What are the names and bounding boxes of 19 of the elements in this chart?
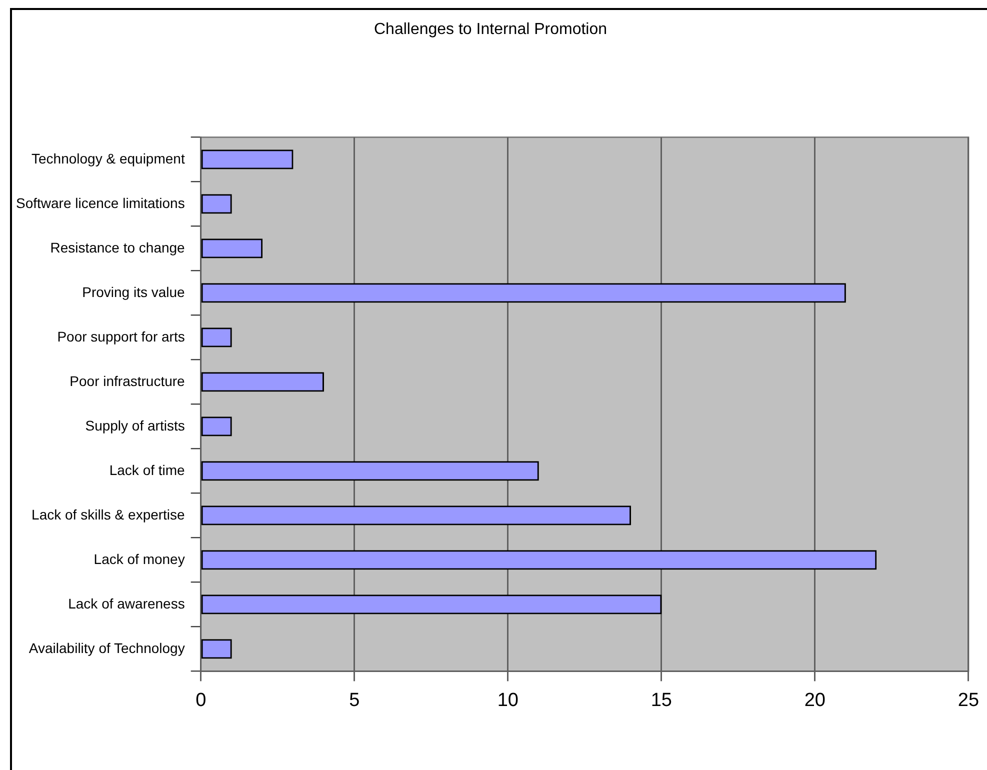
y-tick-label: Poor support for arts (57, 328, 185, 344)
x-tick-label: 25 (958, 690, 980, 711)
y-tick-label: Proving its value (82, 284, 186, 300)
y-tick-label: Lack of time (109, 462, 186, 478)
chart-title: Challenges to Internal Promotion (374, 21, 608, 38)
x-tick-label: 20 (804, 690, 826, 711)
y-tick-label: Technology & equipment (32, 150, 185, 166)
y-tick-label: Lack of money (94, 550, 185, 567)
x-tick-label: 15 (650, 690, 672, 711)
x-tick-label: 10 (497, 690, 518, 711)
y-tick-label: Software licence limitations (16, 194, 185, 211)
y-tick-label: Supply of artists (85, 417, 185, 434)
y-tick-label: Availability of Technology (28, 640, 185, 656)
y-tick-label: Poor infrastructure (70, 372, 186, 389)
y-tick-label: Lack of skills & expertise (32, 506, 186, 522)
y-tick-label: Lack of awareness (68, 595, 185, 612)
y-tick-label: Resistance to change (50, 239, 186, 256)
x-tick-label: 0 (196, 690, 206, 711)
x-tick-label: 5 (349, 690, 360, 711)
